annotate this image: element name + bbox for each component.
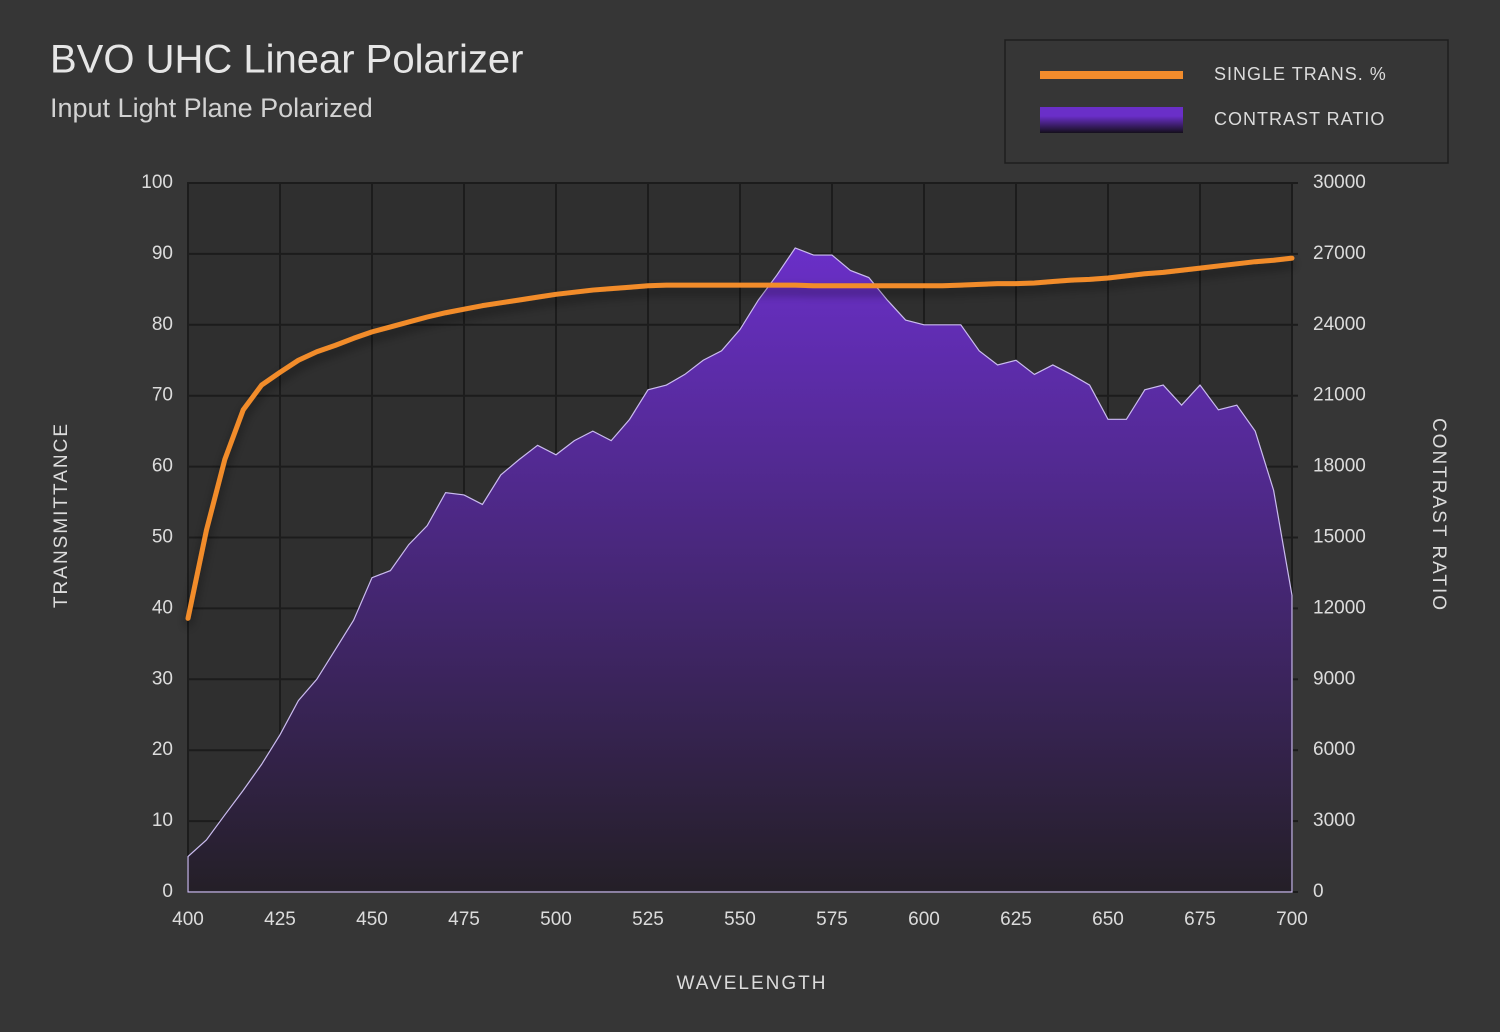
y2-tick-label: 9000 — [1313, 668, 1355, 689]
y2-tick-label: 18000 — [1313, 456, 1366, 477]
x-tick-label: 450 — [356, 909, 388, 930]
contrast-area — [187, 247, 1293, 893]
y2-tick-label: 21000 — [1313, 385, 1366, 406]
x-tick-label: 675 — [1184, 909, 1216, 930]
y2-tick-label: 15000 — [1313, 527, 1366, 548]
y2-tick-label: 0 — [1313, 881, 1324, 902]
y2-tick-label: 3000 — [1313, 810, 1355, 831]
x-tick-label: 500 — [540, 909, 572, 930]
y2-axis-title: CONTRAST RATIO — [1428, 418, 1449, 612]
legend: SINGLE TRANS. % CONTRAST RATIO — [1040, 64, 1387, 133]
y-axis-title: TRANSMITTANCE — [51, 422, 72, 608]
legend-label: CONTRAST RATIO — [1214, 109, 1385, 129]
y-tick-label: 0 — [162, 881, 173, 902]
y2-tick-label: 12000 — [1313, 597, 1366, 618]
legend-swatch — [1040, 107, 1183, 133]
x-tick-label: 650 — [1092, 909, 1124, 930]
transmittance-line — [185, 255, 1295, 621]
y-tick-label: 20 — [152, 739, 173, 760]
y-tick-label: 10 — [152, 810, 173, 831]
y-tick-label: 90 — [152, 243, 173, 264]
x-tick-label: 525 — [632, 909, 664, 930]
x-axis-title: WAVELENGTH — [677, 973, 828, 994]
x-tick-label: 600 — [908, 909, 940, 930]
chart-title: BVO UHC Linear Polarizer — [50, 38, 524, 82]
legend-box — [1004, 39, 1449, 164]
x-tick-label: 550 — [724, 909, 756, 930]
x-tick-label: 625 — [1000, 909, 1032, 930]
y-tick-label: 80 — [152, 314, 173, 335]
y2-tick-label: 24000 — [1313, 314, 1366, 335]
x-tick-label: 700 — [1276, 909, 1308, 930]
marks — [185, 247, 1295, 893]
chart-subtitle: Input Light Plane Polarized — [50, 93, 373, 123]
tick-labels: 400 425 450 475 500 525 550 575 600 625 650 675 7000… — [141, 172, 1366, 930]
x-tick-label: 575 — [816, 909, 848, 930]
y-tick-label: 30 — [152, 668, 173, 689]
y2-tick-label: 6000 — [1313, 739, 1355, 760]
y-tick-label: 100 — [141, 172, 173, 193]
y-tick-label: 60 — [152, 456, 173, 477]
x-tick-label: 400 — [172, 909, 204, 930]
y2-tick-label: 27000 — [1313, 243, 1366, 264]
y2-tick-label: 30000 — [1313, 172, 1366, 193]
x-tick-label: 425 — [264, 909, 296, 930]
x-tick-label: 475 — [448, 909, 480, 930]
y-tick-label: 70 — [152, 385, 173, 406]
legend-label: SINGLE TRANS. % — [1214, 64, 1387, 84]
y-tick-label: 50 — [152, 527, 173, 548]
y-tick-label: 40 — [152, 597, 173, 618]
